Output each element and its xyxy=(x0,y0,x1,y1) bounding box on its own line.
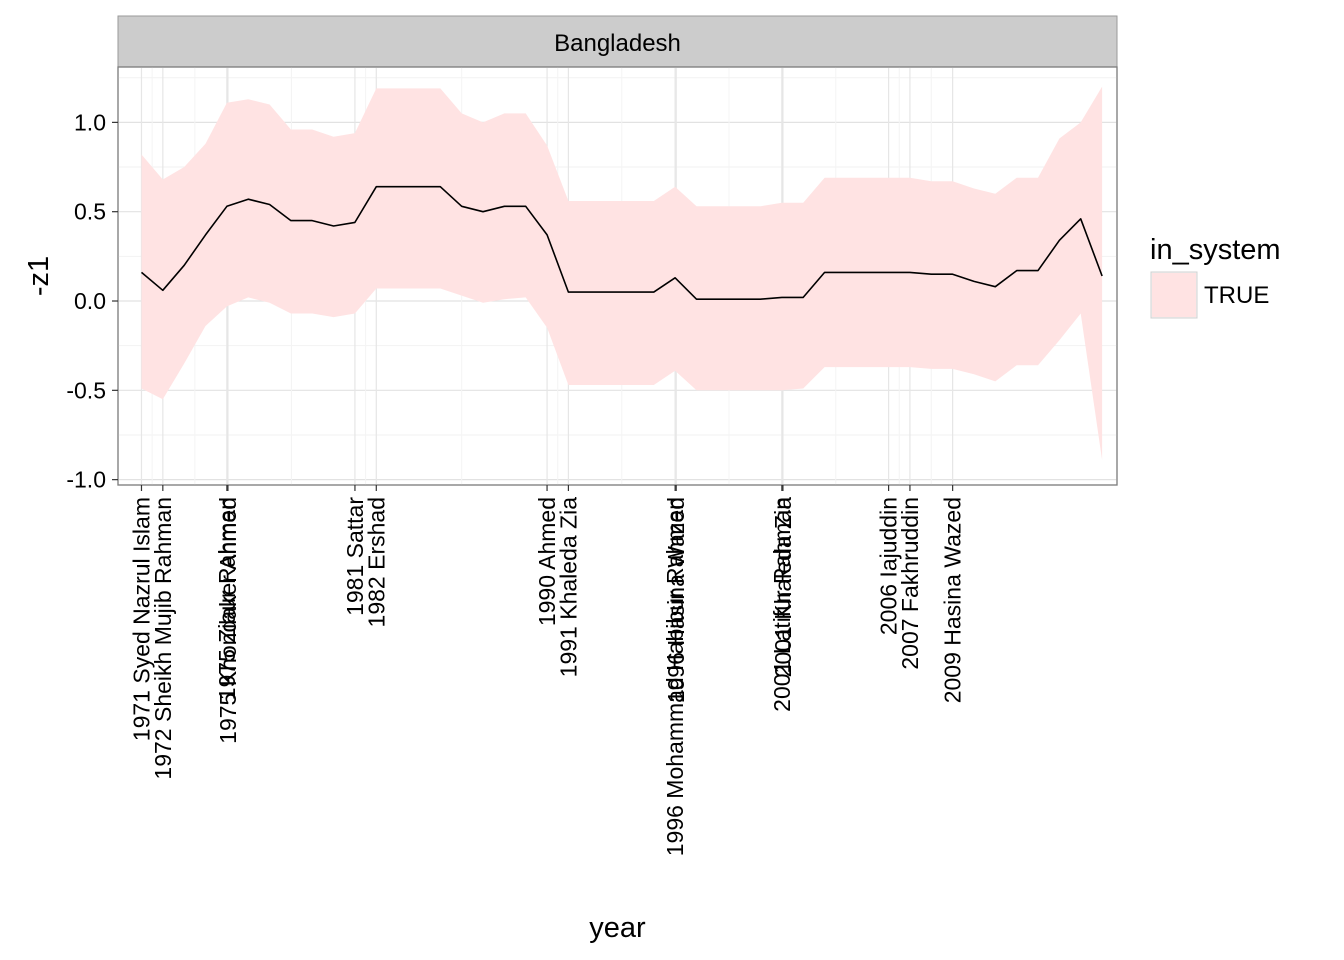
x-tick-label: 1975 Ziaur Rahman xyxy=(214,497,240,700)
legend: in_system TRUE xyxy=(1150,234,1281,319)
x-tick-label: 1996 Mohammad Habibur Rahman xyxy=(662,497,688,856)
y-tick-label: 1.0 xyxy=(74,109,106,135)
legend-title: in_system xyxy=(1150,234,1281,266)
y-tick-label: -0.5 xyxy=(66,377,106,403)
x-tick-label: 1982 Ershad xyxy=(363,497,389,627)
y-tick-label: 0.0 xyxy=(74,288,106,314)
x-tick-label: 1971 Syed Nazrul Islam xyxy=(129,497,155,741)
x-tick-label: 2007 Fakhruddin xyxy=(897,497,923,670)
x-tick-label: 1996 Hasina Wazed xyxy=(663,497,689,703)
x-tick-label: 1991 Khaleda Zia xyxy=(555,497,581,678)
legend-key-fill xyxy=(1152,273,1196,317)
x-tick-label: 2009 Hasina Wazed xyxy=(940,497,966,703)
line-true xyxy=(140,185,1103,301)
x-tick-label: 1975 Khondaker Ahmed xyxy=(215,497,241,744)
y-axis-title: -z1 xyxy=(23,256,55,296)
ribbon-true xyxy=(141,86,1103,460)
facet-label: Bangladesh xyxy=(554,30,681,57)
series-line xyxy=(140,185,1103,301)
x-tick-label: 2006 Iajuddin xyxy=(876,497,902,635)
x-tick-label: 1972 Sheikh Mujib Rahman xyxy=(150,497,176,780)
y-tick-label: 0.5 xyxy=(74,199,106,225)
plot-panel-border xyxy=(117,66,1118,486)
x-tick-label: 2001 Latifur Rahman xyxy=(769,497,795,712)
y-axis: -1.0 -0.5 0.0 0.5 1.0 xyxy=(66,109,118,493)
confidence-band xyxy=(141,86,1103,460)
x-tick-label: 1990 Ahmed xyxy=(534,497,560,626)
x-tick-label: 2001 Khaleda Zia xyxy=(770,497,796,678)
facet-strip xyxy=(117,15,1118,68)
y-tick-label: -1.0 xyxy=(66,467,106,493)
legend-entry-true: TRUE xyxy=(1204,282,1269,309)
x-tick-label: 1981 Sattar xyxy=(342,497,368,616)
x-axis-title: year xyxy=(589,912,646,944)
